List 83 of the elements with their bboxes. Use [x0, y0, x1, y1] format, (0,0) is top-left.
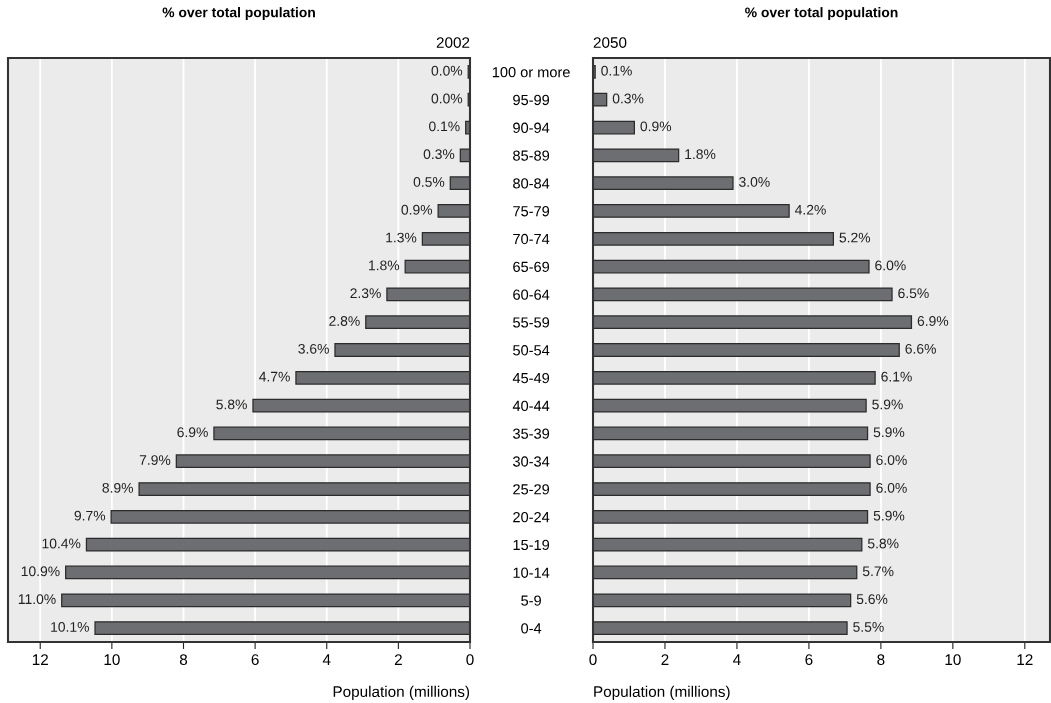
text: 0.3% — [423, 149, 455, 160]
text: 6.9% — [177, 427, 208, 438]
x-tick-label: 8 — [179, 654, 188, 666]
x-tick-label: 12 — [32, 654, 48, 665]
text: 6.6% — [905, 343, 936, 354]
text: 8.9% — [102, 482, 134, 493]
text: 9.7% — [74, 510, 106, 521]
text: 0.9% — [640, 121, 672, 132]
text: 5.9% — [873, 427, 905, 438]
text: 2.8% — [329, 316, 360, 326]
text: 0.1% — [429, 121, 460, 132]
y-tick-label: 10-14 — [513, 567, 550, 578]
x-tick-label: 10 — [104, 654, 120, 666]
y-tick-label: 70-74 — [513, 233, 550, 245]
y-tick-label: 5-9 — [521, 595, 541, 606]
text: 0.0% — [431, 65, 463, 76]
text: 0.1% — [601, 65, 632, 76]
text: 5.6% — [856, 594, 888, 605]
chart-subtitle: 2050 — [593, 37, 627, 48]
y-tick-label: 50-54 — [513, 345, 550, 356]
text: 10.9% — [21, 566, 60, 577]
y-tick-label: 75-79 — [513, 206, 550, 217]
x-tick-label: 2 — [661, 654, 669, 665]
y-tick-label: 100 or more — [492, 67, 570, 78]
text: 6.9% — [917, 316, 949, 326]
y-tick-label: 25-29 — [513, 484, 550, 495]
text: 4.2% — [794, 204, 826, 215]
x-tick-label: 10 — [945, 654, 961, 666]
text: 6.1% — [881, 371, 912, 382]
text: 5.2% — [839, 232, 871, 243]
x-tick-label: 6 — [805, 654, 813, 666]
text: 5.7% — [862, 566, 894, 577]
text: 5.5% — [853, 622, 884, 632]
y-tick-label: 55-59 — [513, 317, 550, 328]
x-tick-label: 4 — [322, 654, 331, 665]
text: 1.8% — [369, 260, 400, 271]
x-tick-label: 8 — [877, 654, 885, 666]
text: 11.0% — [18, 594, 56, 605]
text: 5.9% — [872, 399, 903, 410]
text: 5.9% — [873, 510, 905, 521]
y-tick-label: 90-94 — [513, 122, 550, 133]
y-tick-label: 80-84 — [513, 178, 550, 189]
y-tick-label: 45-49 — [512, 372, 550, 384]
text: 0.0% — [431, 93, 463, 104]
text: 7.9% — [139, 455, 171, 465]
x-tick-label: 0 — [589, 654, 597, 666]
y-tick-label: 15-19 — [513, 539, 550, 551]
x-axis-title: Population (millions) — [594, 685, 730, 701]
x-tick-label: 6 — [251, 654, 259, 666]
text: 5.8% — [216, 399, 247, 410]
y-tick-label: 85-89 — [513, 150, 550, 161]
text: 10.4% — [42, 538, 81, 549]
y-tick-label: 65-69 — [513, 261, 550, 272]
text: 6.0% — [876, 455, 907, 465]
chart-title: % over total population — [745, 7, 898, 21]
text: 6.0% — [876, 482, 907, 493]
text: 3.6% — [298, 343, 329, 354]
chart-title: % over total population — [162, 7, 315, 21]
x-tick-label: 12 — [1017, 654, 1033, 665]
text: 4.7% — [259, 371, 290, 382]
x-tick-label: 4 — [733, 654, 741, 665]
text: 6.5% — [898, 288, 929, 299]
text: 1.3% — [386, 232, 417, 243]
text: 0.5% — [413, 177, 445, 187]
text: 5.8% — [867, 538, 899, 549]
text: 3.0% — [739, 177, 770, 187]
y-tick-label: 95-99 — [513, 94, 550, 106]
chart-subtitle: 2002 — [436, 37, 470, 48]
x-tick-label: 0 — [466, 654, 474, 666]
x-tick-label: 2 — [394, 654, 402, 665]
text: 6.0% — [875, 260, 906, 271]
y-tick-label: 40-44 — [512, 400, 550, 412]
x-axis-title: Population (millions) — [333, 685, 470, 701]
y-tick-label: 0-4 — [521, 623, 542, 634]
y-tick-label: 60-64 — [513, 289, 550, 300]
y-tick-label: 35-39 — [513, 428, 550, 439]
y-tick-label: 20-24 — [513, 511, 550, 523]
text: 1.8% — [685, 149, 716, 160]
text: 2.3% — [350, 288, 381, 299]
text: 0.3% — [612, 93, 644, 104]
text: 10.1% — [51, 621, 89, 632]
y-tick-label: 30-34 — [513, 456, 550, 467]
text: 0.9% — [401, 204, 433, 215]
